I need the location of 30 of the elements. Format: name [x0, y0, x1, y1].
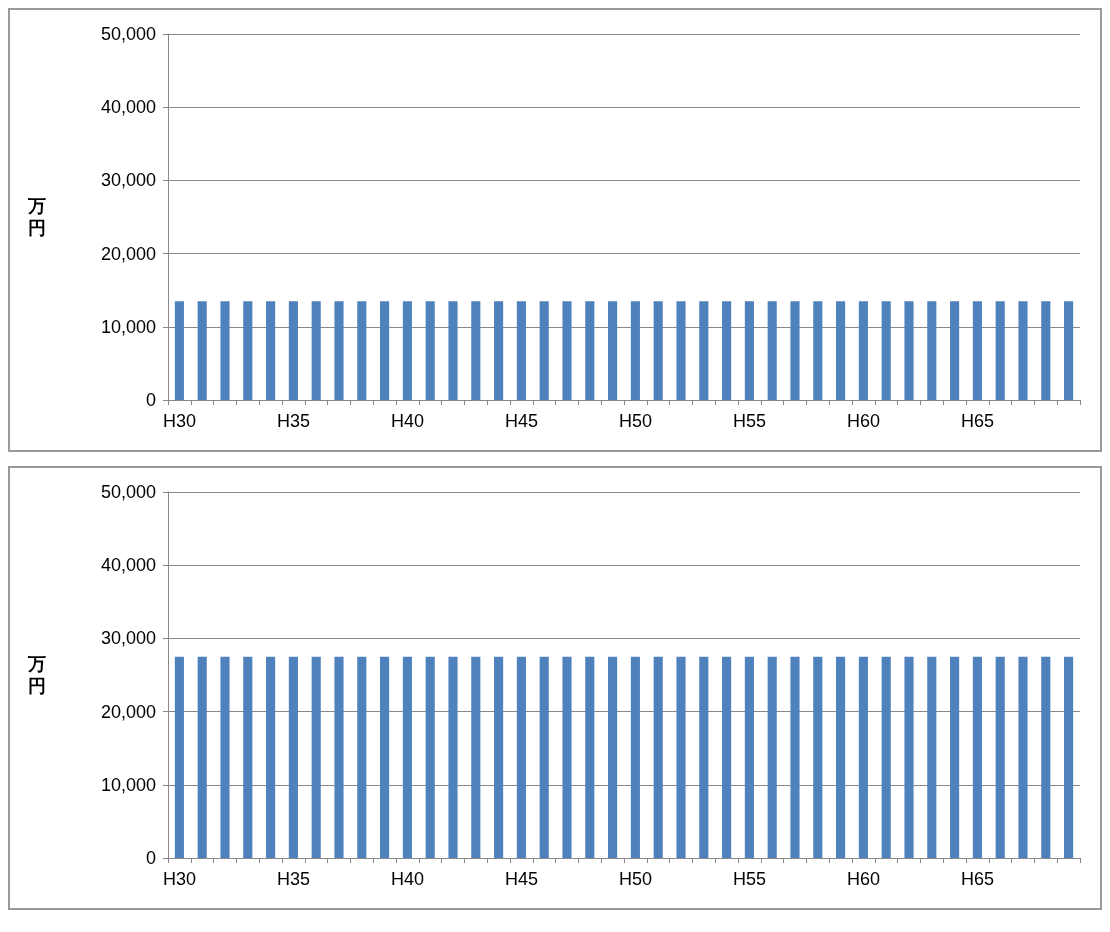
x-tick-label: H30	[162, 869, 196, 889]
y-tick-label: 10,000	[100, 316, 156, 337]
y-tick-label: 50,000	[100, 24, 156, 44]
x-tick-label: H65	[960, 869, 994, 889]
x-tick-label: H60	[846, 411, 880, 431]
x-tick-label: H60	[846, 869, 880, 889]
x-tick-label: H45	[504, 869, 538, 889]
y-tick-label: 0	[145, 390, 156, 410]
y-tick-label: 30,000	[100, 170, 156, 191]
y-tick-label: 10,000	[100, 774, 156, 795]
y-axis-title: 万円	[27, 654, 46, 696]
x-tick-label: H40	[390, 869, 424, 889]
y-tick-label: 30,000	[100, 628, 156, 649]
y-tick-label: 40,000	[100, 555, 156, 576]
y-tick-label: 20,000	[100, 701, 156, 722]
y-tick-label: 50,000	[100, 482, 156, 502]
x-tick-label: H50	[618, 411, 652, 431]
x-tick-label: H50	[618, 869, 652, 889]
y-tick-label: 40,000	[100, 97, 156, 118]
y-tick-label: 20,000	[100, 243, 156, 264]
x-tick-label: H55	[732, 411, 766, 431]
y-tick-label: 0	[145, 848, 156, 868]
x-tick-label: H65	[960, 411, 994, 431]
x-tick-label: H35	[276, 869, 310, 889]
y-axis-title: 万円	[27, 196, 46, 238]
x-tick-label: H40	[390, 411, 424, 431]
x-tick-label: H35	[276, 411, 310, 431]
x-tick-label: H30	[162, 411, 196, 431]
x-tick-label: H45	[504, 411, 538, 431]
x-tick-label: H55	[732, 869, 766, 889]
